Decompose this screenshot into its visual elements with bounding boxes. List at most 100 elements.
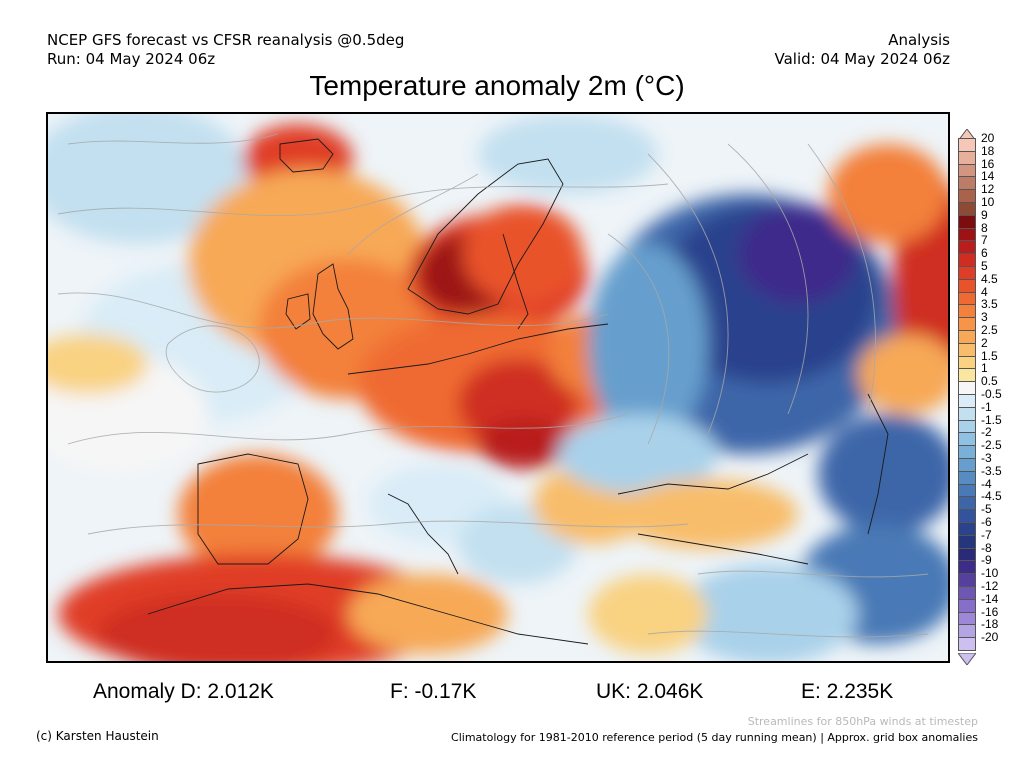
colorbar-bottom-arrow bbox=[957, 650, 977, 669]
baltic-coast bbox=[502, 233, 529, 330]
colorbar-swatch bbox=[958, 278, 976, 293]
colorbar-swatch bbox=[958, 419, 976, 434]
scandinavia-coast bbox=[407, 158, 564, 315]
climatology-note: Climatology for 1981-2010 reference peri… bbox=[451, 731, 978, 744]
north-coast bbox=[347, 323, 609, 375]
colorbar-label: 4 bbox=[981, 284, 988, 299]
italy-coast bbox=[387, 493, 459, 575]
colorbar-label: -3.5 bbox=[981, 463, 1002, 478]
colorbar-label: -10 bbox=[981, 566, 999, 581]
colorbar-swatch bbox=[958, 189, 976, 203]
colorbar-swatch bbox=[958, 522, 976, 536]
map-canvas bbox=[48, 114, 948, 661]
colorbar-label: 2 bbox=[981, 335, 988, 350]
colorbar-swatch bbox=[958, 253, 976, 267]
header-right: Analysis Valid: 04 May 2024 06z bbox=[774, 31, 950, 69]
colorbar-swatch bbox=[958, 240, 976, 255]
colorbar-label: -18 bbox=[981, 617, 999, 632]
colorbar-label: 2.5 bbox=[981, 323, 998, 337]
copyright: (c) Karsten Haustein bbox=[36, 729, 159, 743]
colorbar-swatch bbox=[958, 150, 976, 165]
anomaly-uk: UK: 2.046K bbox=[596, 680, 704, 703]
turkey-coast bbox=[637, 533, 809, 565]
colorbar-label: 1 bbox=[981, 361, 988, 376]
caspian-coast bbox=[867, 393, 889, 535]
anomaly-europe: E: 2.235K bbox=[801, 680, 894, 703]
colorbar-label: -16 bbox=[981, 604, 999, 619]
colorbar-swatch bbox=[958, 342, 976, 357]
colorbar-label: -8 bbox=[981, 540, 992, 555]
colorbar-label: -4.5 bbox=[981, 489, 1002, 504]
analysis-label: Analysis bbox=[888, 31, 950, 49]
colorbar-swatch bbox=[958, 266, 976, 280]
colorbar-swatch bbox=[958, 304, 976, 319]
colorbar-label: 8 bbox=[981, 220, 988, 235]
colorbar-label: 14 bbox=[981, 169, 995, 184]
colorbar-swatch bbox=[958, 560, 976, 575]
colorbar-label: 20 bbox=[981, 131, 995, 145]
colorbar-swatch bbox=[958, 637, 976, 651]
colorbar-swatch bbox=[958, 458, 976, 472]
colorbar-swatch bbox=[958, 355, 976, 370]
colorbar-swatch bbox=[958, 573, 976, 587]
streamlines bbox=[57, 133, 929, 638]
colorbar-swatch bbox=[958, 509, 976, 523]
colorbar-swatch bbox=[958, 317, 976, 331]
colorbar-label: -9 bbox=[981, 553, 992, 568]
colorbar-swatch bbox=[958, 445, 976, 459]
iberia-coast bbox=[197, 453, 309, 565]
colorbar-swatch bbox=[958, 624, 976, 639]
colorbar-label: -3 bbox=[981, 451, 992, 465]
north-africa-coast bbox=[147, 583, 589, 645]
ireland-coast bbox=[285, 293, 311, 330]
colorbar-label: -2 bbox=[981, 425, 992, 440]
colorbar-swatch bbox=[958, 227, 976, 242]
valid-time: Valid: 04 May 2024 06z bbox=[774, 50, 950, 68]
colorbar-label: 5 bbox=[981, 259, 988, 273]
map-title: Temperature anomaly 2m (°C) bbox=[309, 70, 685, 101]
colorbar-label: 12 bbox=[981, 182, 995, 197]
colorbar-label: -14 bbox=[981, 591, 999, 606]
colorbar-swatch bbox=[958, 214, 976, 229]
streamlines-note: Streamlines for 850hPa winds at timestep bbox=[747, 715, 978, 728]
colorbar-label: -2.5 bbox=[981, 438, 1002, 453]
colorbar-swatch bbox=[958, 586, 976, 600]
colorbar-swatch bbox=[958, 547, 976, 562]
colorbar-label: -12 bbox=[981, 579, 999, 593]
coastlines bbox=[147, 138, 889, 645]
colorbar-label: 18 bbox=[981, 143, 995, 158]
colorbar-swatch bbox=[958, 496, 976, 511]
colorbar-label: -5 bbox=[981, 502, 992, 517]
model-description: NCEP GFS forecast vs CFSR reanalysis @0.… bbox=[47, 31, 405, 49]
colorbar-swatch bbox=[958, 598, 976, 613]
black-sea-coast bbox=[617, 453, 809, 495]
header-left: NCEP GFS forecast vs CFSR reanalysis @0.… bbox=[47, 31, 404, 69]
colorbar-swatch bbox=[958, 432, 976, 447]
colorbar-swatch bbox=[958, 291, 976, 306]
colorbar-label: -7 bbox=[981, 527, 992, 542]
colorbar-label: 1.5 bbox=[981, 348, 998, 363]
colorbar-swatch bbox=[958, 202, 976, 216]
colorbar-swatch bbox=[958, 138, 976, 152]
colorbar-swatch bbox=[958, 176, 976, 191]
anomaly-field bbox=[48, 114, 948, 661]
colorbar-swatch bbox=[958, 381, 976, 395]
colorbar-label: 0.5 bbox=[981, 374, 998, 389]
run-time: Run: 04 May 2024 06z bbox=[47, 50, 216, 68]
colorbar-label: -0.5 bbox=[981, 387, 1002, 401]
colorbar-swatch bbox=[958, 406, 976, 421]
colorbar-label: 10 bbox=[981, 195, 995, 209]
colorbar-label: -1.5 bbox=[981, 412, 1002, 427]
anomaly-france: F: -0.17K bbox=[390, 680, 477, 703]
colorbar-swatch bbox=[958, 483, 976, 498]
colorbar-label: 3 bbox=[981, 310, 988, 325]
colorbar-label: 4.5 bbox=[981, 271, 998, 286]
colorbar: 20 18 16 14 12 10 9 8 7 6 5 4.5 4 3.5 3 2.5 2 1.5 1 0.5 -0.5… bbox=[957, 126, 1024, 666]
colorbar-swatch bbox=[958, 534, 976, 549]
colorbar-swatch bbox=[958, 163, 976, 178]
colorbar-label: 7 bbox=[981, 233, 988, 248]
colorbar-label: -4 bbox=[981, 476, 992, 491]
colorbar-swatch bbox=[958, 611, 976, 626]
colorbar-swatch bbox=[958, 470, 976, 485]
anomaly-domain: Anomaly D: 2.012K bbox=[93, 680, 274, 703]
